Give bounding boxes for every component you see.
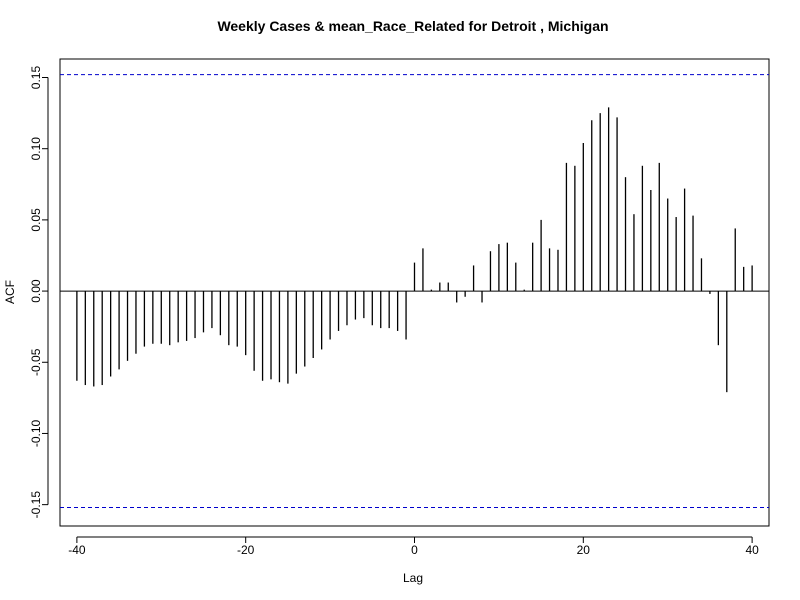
chart-title: Weekly Cases & mean_Race_Related for Det… bbox=[217, 18, 608, 34]
y-axis-label: ACF bbox=[3, 280, 17, 304]
y-tick-label: -0.05 bbox=[29, 348, 43, 376]
x-tick-label: -20 bbox=[237, 543, 255, 557]
x-tick-label: 0 bbox=[411, 543, 418, 557]
y-tick-label: 0.05 bbox=[29, 208, 43, 232]
y-tick-label: 0.15 bbox=[29, 66, 43, 90]
y-tick-label: -0.10 bbox=[29, 419, 43, 447]
plot-frame bbox=[60, 59, 769, 526]
x-tick-label: 20 bbox=[577, 543, 591, 557]
acf-bars bbox=[77, 107, 752, 392]
x-axis: -40 -20 0 20 40 bbox=[68, 537, 759, 557]
y-tick-label: 0.10 bbox=[29, 137, 43, 161]
y-tick-label: 0.00 bbox=[29, 279, 43, 303]
y-axis: -0.15 -0.10 -0.05 0.00 0.05 0.10 0.15 bbox=[29, 66, 48, 519]
x-axis-label: Lag bbox=[403, 571, 423, 585]
y-tick-label: -0.15 bbox=[29, 491, 43, 519]
x-tick-label: 40 bbox=[745, 543, 759, 557]
x-tick-label: -40 bbox=[68, 543, 86, 557]
